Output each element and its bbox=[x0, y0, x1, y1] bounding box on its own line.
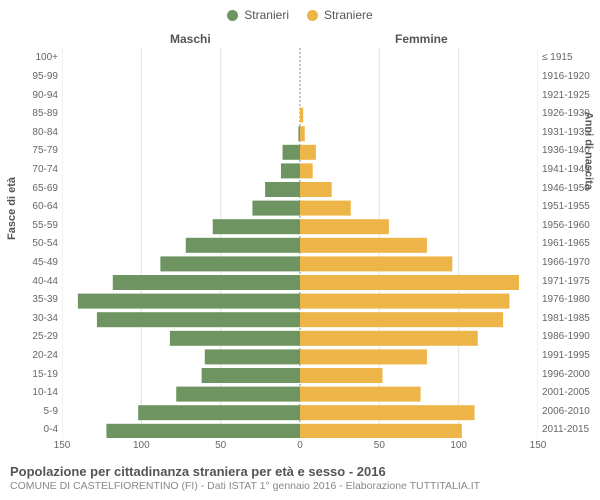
y-tick-age: 85-89 bbox=[8, 108, 58, 119]
y-tick-birth: 1956-1960 bbox=[542, 220, 600, 231]
y-tick-age: 45-49 bbox=[8, 257, 58, 268]
header-male: Maschi bbox=[170, 32, 211, 46]
y-tick-birth: 1951-1955 bbox=[542, 201, 600, 212]
y-tick-birth: 1981-1985 bbox=[542, 313, 600, 324]
y-tick-age: 80-84 bbox=[8, 127, 58, 138]
y-tick-age: 25-29 bbox=[8, 331, 58, 342]
legend-item-male: Stranieri bbox=[227, 8, 289, 22]
legend-item-female: Straniere bbox=[307, 8, 373, 22]
bar-female bbox=[300, 256, 452, 271]
y-tick-age: 50-54 bbox=[8, 238, 58, 249]
y-tick-birth: 1966-1970 bbox=[542, 257, 600, 268]
bar-female bbox=[300, 219, 389, 234]
bar-female bbox=[300, 294, 509, 309]
y-tick-birth: 1961-1965 bbox=[542, 238, 600, 249]
y-tick-birth: 1976-1980 bbox=[542, 294, 600, 305]
y-tick-age: 20-24 bbox=[8, 350, 58, 361]
bar-female bbox=[300, 331, 478, 346]
bar-male bbox=[170, 331, 300, 346]
bar-female bbox=[300, 424, 462, 438]
y-tick-birth: 1986-1990 bbox=[542, 331, 600, 342]
legend-label-female: Straniere bbox=[324, 8, 373, 22]
y-tick-age: 60-64 bbox=[8, 201, 58, 212]
y-tick-age: 5-9 bbox=[8, 406, 58, 417]
y-tick-birth: 1996-2000 bbox=[542, 369, 600, 380]
y-tick-birth: ≤ 1915 bbox=[542, 52, 600, 63]
y-tick-birth: 1971-1975 bbox=[542, 276, 600, 287]
chart-subtitle: COMUNE DI CASTELFIORENTINO (FI) - Dati I… bbox=[10, 480, 480, 492]
y-tick-age: 70-74 bbox=[8, 164, 58, 175]
y-tick-birth: 1991-1995 bbox=[542, 350, 600, 361]
legend-label-male: Stranieri bbox=[244, 8, 289, 22]
y-tick-birth: 1946-1950 bbox=[542, 183, 600, 194]
y-tick-birth: 1916-1920 bbox=[542, 71, 600, 82]
bar-male bbox=[138, 405, 300, 420]
x-tick: 0 bbox=[285, 440, 315, 451]
x-tick: 50 bbox=[364, 440, 394, 451]
bar-male bbox=[97, 312, 300, 327]
x-tick: 150 bbox=[523, 440, 553, 451]
header-female: Femmine bbox=[395, 32, 448, 46]
bar-female bbox=[300, 368, 383, 383]
bar-female bbox=[300, 201, 351, 216]
y-tick-age: 55-59 bbox=[8, 220, 58, 231]
chart-footer: Popolazione per cittadinanza straniera p… bbox=[10, 464, 480, 492]
y-tick-age: 10-14 bbox=[8, 387, 58, 398]
bar-male bbox=[113, 275, 300, 290]
x-tick: 100 bbox=[444, 440, 474, 451]
y-tick-age: 75-79 bbox=[8, 145, 58, 156]
y-tick-age: 95-99 bbox=[8, 71, 58, 82]
bar-male bbox=[281, 163, 300, 178]
bar-female bbox=[300, 238, 427, 253]
y-tick-birth: 1926-1930 bbox=[542, 108, 600, 119]
x-tick: 50 bbox=[206, 440, 236, 451]
bar-male bbox=[265, 182, 300, 197]
y-tick-birth: 2001-2005 bbox=[542, 387, 600, 398]
y-tick-age: 90-94 bbox=[8, 90, 58, 101]
bar-male bbox=[213, 219, 300, 234]
bar-male bbox=[252, 201, 300, 216]
bar-male bbox=[202, 368, 300, 383]
x-tick: 150 bbox=[47, 440, 77, 451]
bar-female bbox=[300, 126, 305, 141]
bar-male bbox=[106, 424, 300, 438]
y-tick-birth: 1921-1925 bbox=[542, 90, 600, 101]
bar-female bbox=[300, 163, 313, 178]
y-tick-age: 0-4 bbox=[8, 424, 58, 435]
bar-female bbox=[300, 145, 316, 160]
x-tick: 100 bbox=[126, 440, 156, 451]
bar-female bbox=[300, 349, 427, 364]
bar-female bbox=[300, 387, 421, 402]
bar-male bbox=[298, 126, 300, 141]
bar-female bbox=[300, 275, 519, 290]
y-tick-age: 15-19 bbox=[8, 369, 58, 380]
y-tick-age: 40-44 bbox=[8, 276, 58, 287]
bar-male bbox=[160, 256, 300, 271]
legend-swatch-female bbox=[307, 10, 318, 21]
bar-female bbox=[300, 108, 303, 123]
y-tick-birth: 1941-1945 bbox=[542, 164, 600, 175]
bar-male bbox=[186, 238, 300, 253]
y-tick-birth: 1931-1935 bbox=[542, 127, 600, 138]
y-tick-age: 100+ bbox=[8, 52, 58, 63]
bar-male bbox=[283, 145, 300, 160]
bar-male bbox=[205, 349, 300, 364]
y-tick-age: 35-39 bbox=[8, 294, 58, 305]
y-tick-birth: 2006-2010 bbox=[542, 406, 600, 417]
bar-female bbox=[300, 182, 332, 197]
y-tick-birth: 2011-2015 bbox=[542, 424, 600, 435]
bar-female bbox=[300, 312, 503, 327]
legend-swatch-male bbox=[227, 10, 238, 21]
bar-female bbox=[300, 405, 475, 420]
bar-male bbox=[176, 387, 300, 402]
bar-male bbox=[78, 294, 300, 309]
y-tick-age: 30-34 bbox=[8, 313, 58, 324]
legend: Stranieri Straniere bbox=[0, 0, 600, 22]
pyramid-plot bbox=[62, 48, 538, 438]
y-tick-age: 65-69 bbox=[8, 183, 58, 194]
chart-title: Popolazione per cittadinanza straniera p… bbox=[10, 464, 480, 479]
y-tick-birth: 1936-1940 bbox=[542, 145, 600, 156]
